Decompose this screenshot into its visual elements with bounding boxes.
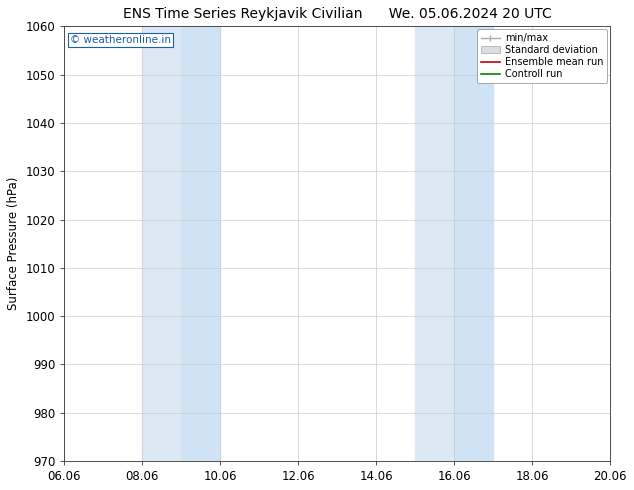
Bar xyxy=(455,26,493,461)
Title: ENS Time Series Reykjavik Civilian      We. 05.06.2024 20 UTC: ENS Time Series Reykjavik Civilian We. 0… xyxy=(123,7,552,21)
Bar xyxy=(142,26,181,461)
Text: © weatheronline.in: © weatheronline.in xyxy=(70,35,171,45)
Bar xyxy=(181,26,220,461)
Bar xyxy=(415,26,455,461)
Y-axis label: Surface Pressure (hPa): Surface Pressure (hPa) xyxy=(7,177,20,310)
Legend: min/max, Standard deviation, Ensemble mean run, Controll run: min/max, Standard deviation, Ensemble me… xyxy=(477,29,607,83)
